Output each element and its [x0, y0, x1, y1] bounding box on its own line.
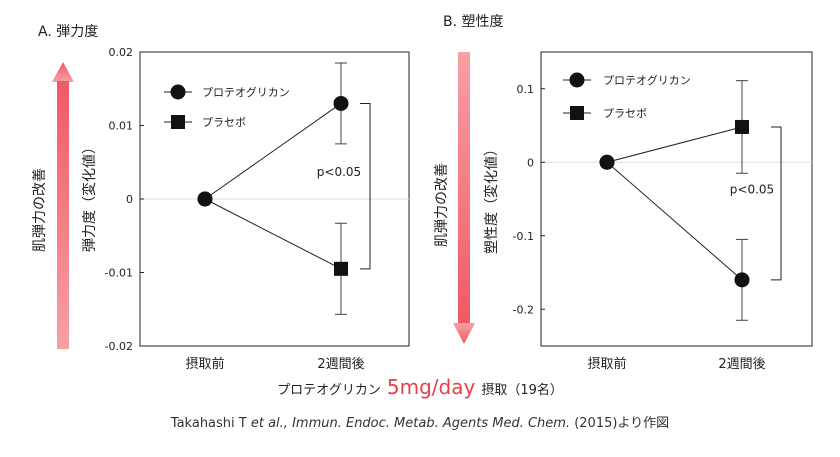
reference: Takahashi T et al., Immun. Endoc. Metab.…	[170, 416, 669, 431]
panel-a-legend-label: プロテオグリカン	[202, 85, 290, 99]
panel-a-legend-label: プラセボ	[202, 116, 246, 129]
panel-b-y-label: 塑性度（変化値）	[483, 142, 500, 254]
panel-b-circle-point	[734, 272, 750, 288]
panel-a-legend-square	[171, 115, 185, 129]
panel-a-y-tick-label: 0.01	[109, 120, 134, 133]
panel-a-square-point	[334, 261, 348, 276]
panel-a-significance-bracket	[360, 102, 371, 270]
panel-b-y-tick-label: 0.1	[517, 83, 535, 96]
panel-b-square-point	[735, 119, 749, 134]
panel-a-y-tick-label: -0.02	[105, 340, 133, 353]
panel-a-series-line	[204, 198, 342, 270]
panel-b-significance-bracket	[771, 126, 782, 281]
panel-b-x-tick-label: 摂取前	[587, 356, 626, 372]
panel-a-y-tick-label: 0.02	[109, 46, 134, 59]
panel-a-arrow-shaft	[57, 81, 69, 349]
panel-b-x-tick-label: 2週間後	[718, 357, 765, 372]
panel-b-legend-square	[570, 106, 584, 120]
panel-a-x-tick-label: 2週間後	[317, 357, 364, 372]
panel-a-arrow-head	[52, 62, 74, 82]
panel-a-y-label: 弾力度（変化値）	[81, 140, 98, 252]
panel-a-significance-label: p<0.05	[317, 165, 361, 179]
caption-suffix: 摂取（19名）	[481, 382, 563, 398]
panel-b-series-line	[606, 126, 743, 163]
panel-a-circle-point	[333, 95, 349, 111]
panel-b-series-line	[606, 161, 743, 281]
panel-b-title: B. 塑性度	[443, 14, 504, 30]
reference-etal: et al.,	[251, 416, 288, 431]
panel-b-legend-label: プロテオグリカン	[603, 73, 691, 87]
panel-b-side-label: 肌弾力の改善	[434, 163, 450, 247]
panel-a-legend-circle	[170, 84, 186, 100]
reference-journal: Immun. Endoc. Metab. Agents Med. Chem.	[288, 416, 570, 431]
panel-a-y-tick-label: 0	[126, 193, 133, 206]
panel-b-frame	[540, 51, 813, 347]
caption: プロテオグリカン 5mg/day 摂取（19名）	[277, 375, 563, 399]
panel-b-legend-label: プラセボ	[603, 107, 647, 120]
panel-b-y-tick-label: 0	[527, 156, 534, 169]
panel-b-y-tick-label: -0.2	[513, 303, 534, 316]
panel-a-series-line	[204, 103, 342, 200]
panel-b-arrow-head	[453, 323, 475, 344]
reference-tail: (2015)より作図	[570, 416, 669, 431]
panel-a-x-tick-label: 摂取前	[185, 356, 224, 372]
panel-a-y-tick-label: -0.01	[105, 267, 133, 280]
panel-a-side-label: 肌弾力の改善	[32, 168, 48, 252]
panel-a-title: A. 弾力度	[38, 24, 98, 40]
caption-dose: 5mg/day	[387, 375, 476, 399]
reference-author: Takahashi T	[170, 416, 251, 431]
panel-b-arrow-shaft	[458, 52, 470, 324]
panel-b-origin-point	[599, 154, 615, 170]
panel-b-legend-circle	[569, 72, 585, 88]
caption-prefix: プロテオグリカン	[277, 383, 381, 398]
panel-b-y-tick-label: -0.1	[513, 230, 534, 243]
panel-a: A. 弾力度 肌弾力の改善 弾力度（変化値）	[32, 24, 410, 349]
panel-a-origin-point	[197, 191, 213, 207]
panel-b-significance-label: p<0.05	[730, 182, 774, 196]
panel-b: B. 塑性度 肌弾力の改善 塑性度（変化値）	[434, 14, 813, 347]
